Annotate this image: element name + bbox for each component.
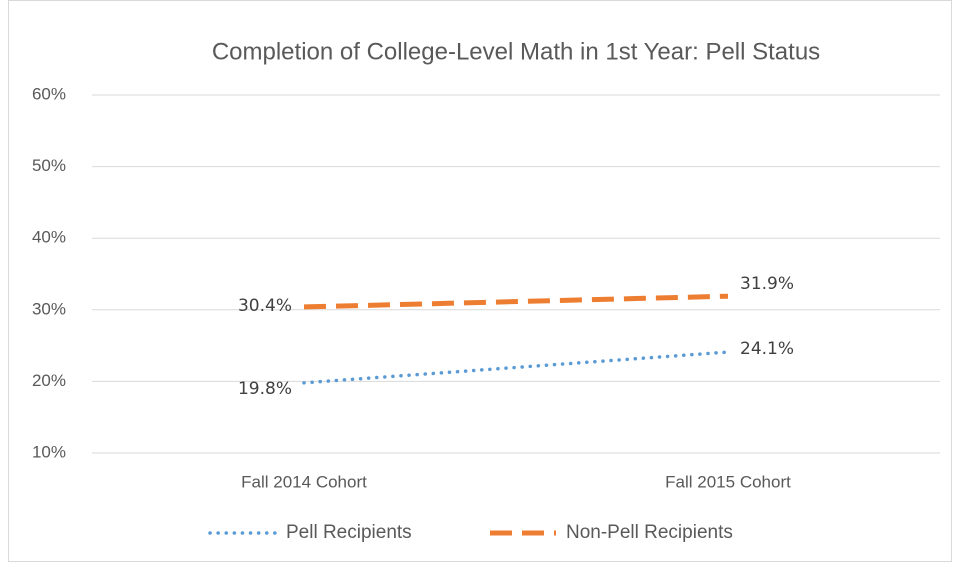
y-tick-label: 60% [32, 84, 66, 103]
series-line [303, 293, 729, 310]
legend-label: Non-Pell Recipients [566, 522, 733, 543]
data-label: 19.8% [238, 379, 292, 399]
legend-label: Pell Recipients [286, 522, 412, 543]
y-tick-label: 50% [32, 156, 66, 175]
data-label: 30.4% [238, 296, 292, 316]
x-tick-label: Fall 2014 Cohort [241, 472, 367, 491]
y-tick-label: 40% [32, 228, 66, 247]
chart-border [8, 0, 952, 562]
data-label: 31.9% [740, 274, 794, 294]
x-tick-label: Fall 2015 Cohort [665, 472, 791, 491]
y-tick-label: 30% [32, 299, 66, 318]
y-tick-label: 10% [32, 442, 66, 461]
chart-title: Completion of College-Level Math in 1st … [212, 38, 820, 65]
y-tick-label: 20% [32, 371, 66, 390]
data-label: 24.1% [740, 339, 794, 359]
